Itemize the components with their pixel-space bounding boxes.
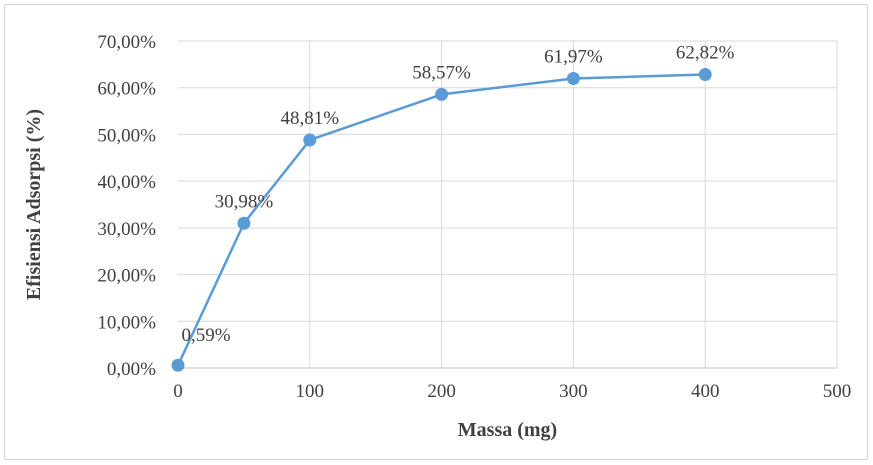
x-axis-title: Massa (mg): [458, 419, 557, 441]
x-tick-label: 200: [427, 381, 456, 402]
y-axis-title: Efisiensi Adsorpsi (%): [23, 109, 45, 300]
y-tick-label: 10,00%: [97, 312, 156, 333]
data-point: [566, 72, 580, 86]
chart-frame: [4, 4, 868, 460]
data-label: 58,57%: [412, 62, 471, 83]
y-gridlines: [178, 40, 837, 322]
data-label: 0,59%: [181, 325, 230, 346]
y-tick-label: 20,00%: [97, 266, 156, 287]
x-tick-labels: 0 100 200 300 400 500: [173, 381, 851, 402]
data-label: 48,81%: [281, 108, 340, 129]
x-tick-label: 100: [296, 381, 325, 402]
y-tick-label: 50,00%: [97, 125, 156, 146]
series-markers: [171, 68, 712, 372]
x-tick-label: 400: [691, 381, 720, 402]
x-tick-label: 500: [823, 381, 852, 402]
series-line: [176, 73, 706, 366]
y-tick-label: 70,00%: [97, 32, 156, 53]
data-point: [303, 133, 317, 147]
data-label: 30,98%: [215, 191, 274, 212]
data-point: [171, 358, 185, 372]
data-point: [435, 87, 449, 101]
y-tick-labels: 0,00% 10,00% 20,00% 30,00% 40,00% 50,00% 60,00…: [97, 32, 156, 380]
x-tick-label: 300: [559, 381, 588, 402]
data-labels: 0,59% 30,98% 48,81% 58,57% 61,97% 62,82%: [181, 43, 734, 347]
y-tick-label: 40,00%: [97, 172, 156, 193]
data-label: 61,97%: [544, 47, 603, 68]
x-tick-label: 0: [173, 381, 183, 402]
y-tick-label: 60,00%: [97, 79, 156, 100]
x-gridlines: [309, 41, 838, 368]
data-label: 62,82%: [676, 43, 735, 64]
data-point: [237, 216, 251, 230]
y-tick-label: 0,00%: [107, 359, 156, 380]
data-point: [698, 68, 712, 82]
y-tick-label: 30,00%: [97, 219, 156, 240]
